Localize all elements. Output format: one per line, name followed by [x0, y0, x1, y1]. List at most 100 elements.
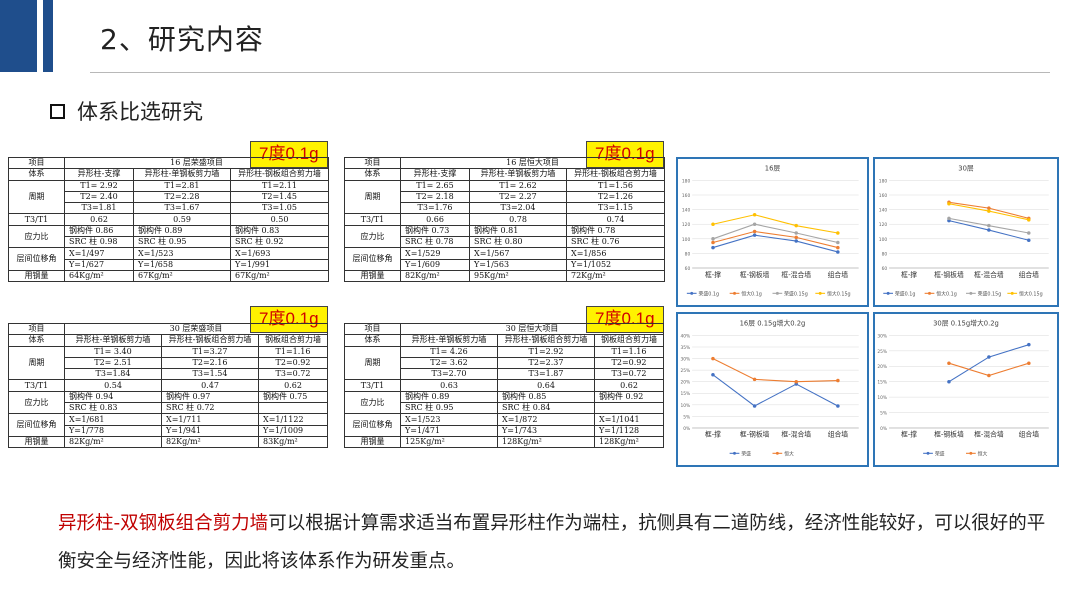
table-row: 周期 T1= 3.40 T1=3.27 T1=1.16: [8, 345, 328, 381]
table-30f-rongsheng: 项目 30 层荣盛项目 体系 异形柱-单钢板剪力墙 异形柱-钢板组合剪力墙 钢板组合剪力墙…: [8, 322, 328, 449]
y-tick-label: 120: [682, 222, 691, 228]
legend-marker: [818, 291, 822, 295]
table-cell: X=1/711: [161, 413, 259, 426]
data-point: [711, 373, 715, 377]
system-header: 异形柱-钢板组合剪力墙: [566, 168, 665, 181]
data-point: [752, 229, 757, 234]
row-header: 应力比: [8, 390, 65, 415]
table-cell: T2=2.28: [133, 190, 231, 204]
table-cell: X=1/1041: [594, 413, 664, 426]
table-cell: 钢构件 0.81: [469, 224, 567, 238]
table-cell: T2=0.92: [594, 356, 664, 370]
table-row: T3/T1 0.54 0.47 0.62: [8, 379, 328, 392]
table-cell: T2=2.37: [497, 356, 595, 370]
table-row: Y=1/627 Y=1/658 Y=1/991: [9, 258, 329, 271]
table-cell: T2=0.92: [258, 356, 328, 370]
data-point: [752, 404, 757, 408]
data-point: [711, 222, 715, 226]
table-cell: Y=1/1052: [566, 258, 665, 271]
table-cell: T3=1.87: [497, 368, 595, 381]
chart-title: 30层: [958, 165, 974, 173]
table-cell: Y=1/1128: [594, 424, 664, 437]
table-row: 应力比 钢构件 0.94 钢构件 0.97 钢构件 0.75: [8, 390, 328, 415]
row-header: T3/T1: [8, 379, 65, 392]
row-header: 项目: [344, 322, 401, 336]
data-point: [947, 216, 951, 221]
data-point: [836, 245, 840, 250]
legend-label: 荣盛0.15g: [784, 290, 808, 297]
table-cell: T3=1.15: [566, 202, 665, 215]
table-row: 体系 异形柱-支撑 异形柱-单钢板剪力墙 异形柱-钢板组合剪力墙: [8, 168, 329, 181]
x-tick-label: 组合墙: [828, 430, 849, 439]
table-cell: 钢构件 0.75: [258, 390, 328, 404]
system-header: 钢板组合剪力墙: [594, 334, 664, 347]
table-cell: 128Kg/m²: [594, 435, 664, 449]
table-row: T3/T1 0.62 0.59 0.50: [8, 213, 329, 226]
table-row: 周期 T1= 4.26 T1=2.92 T1=1.16: [344, 345, 664, 381]
table-cell: T1=1.56: [566, 179, 665, 192]
table-row: 项目 16 层恒大项目: [344, 156, 665, 170]
data-point: [836, 378, 840, 383]
comparison-table: 项目 30 层荣盛项目 体系 异形柱-单钢板剪力墙 异形柱-钢板组合剪力墙 钢板组合剪力墙…: [8, 322, 328, 449]
table-row: 应力比 钢构件 0.73 钢构件 0.81 钢构件 0.78: [344, 224, 665, 249]
series-line: [712, 223, 838, 244]
data-point: [987, 223, 991, 228]
table-cell: SRC 柱 0.78: [400, 236, 470, 249]
table-cell: T1=1.16: [258, 345, 328, 358]
table-cell: T1=2.11: [230, 179, 329, 192]
table-cell: 0.74: [566, 213, 665, 226]
legend-marker: [690, 291, 694, 295]
table-cell: T3=1.84: [64, 368, 162, 381]
table-cell: 0.64: [497, 379, 595, 392]
legend-marker: [1010, 291, 1014, 295]
table-cell: T3=1.81: [64, 202, 134, 215]
system-header: 异形柱-单钢板剪力墙: [400, 334, 498, 347]
table-cell: T1= 2.65: [400, 179, 470, 192]
table-cell: SRC 柱 0.95: [400, 402, 498, 415]
table-cell: T1=2.92: [497, 345, 595, 358]
table-row: T2= 2.40 T2=2.28 T2=1.45: [9, 190, 329, 204]
table-cell: Y=1/471: [400, 424, 498, 437]
table-cell: 0.66: [400, 213, 470, 226]
table-cell: T2=2.16: [161, 356, 259, 370]
table-cell: X=1/693: [230, 247, 329, 260]
table-cell: 67Kg/m²: [230, 269, 329, 283]
table-cell: X=1/529: [400, 247, 470, 260]
table-cell: SRC 柱 0.80: [469, 236, 567, 249]
row-header: 周期: [8, 345, 65, 381]
chart-16f: 16层 60 80 100 120 140 160 180 框-撑 框-钢板墙 框-混合墙 组合墙 荣盛…: [676, 157, 869, 307]
table-row: 周期 T1= 2.65 T1= 2.62 T1=1.56: [344, 179, 665, 215]
table-cell: 83Kg/m²: [258, 435, 328, 449]
data-point: [1027, 218, 1031, 222]
table-cell: 钢构件 0.97: [161, 390, 259, 404]
table-cell: SRC 柱 0.84: [497, 402, 595, 415]
table-row: 用钢量 125Kg/m² 128Kg/m² 128Kg/m²: [344, 435, 664, 449]
comparison-table: 项目 30 层恒大项目 体系 异形柱-单钢板剪力墙 异形柱-钢板组合剪力墙 钢板组合剪力墙…: [344, 322, 664, 449]
data-point: [987, 209, 991, 213]
table-row: T3=1.84 T3=1.54 T3=0.72: [9, 368, 328, 381]
table-title: 16 层荣盛项目: [64, 156, 329, 170]
data-point: [836, 231, 840, 235]
data-point: [1027, 231, 1031, 235]
row-header: 体系: [8, 168, 65, 181]
table-30f-hengda: 项目 30 层恒大项目 体系 异形柱-单钢板剪力墙 异形柱-钢板组合剪力墙 钢板组合剪力墙…: [344, 322, 664, 449]
table-cell: 0.59: [133, 213, 231, 226]
comparison-table: 项目 16 层荣盛项目 体系 异形柱-支撑 异形柱-单钢板剪力墙 异形柱-钢板组合剪力墙周…: [8, 156, 329, 283]
y-tick-label: 160: [682, 193, 691, 199]
table-row: 项目 30 层荣盛项目: [8, 322, 328, 336]
comparison-table: 项目 16 层恒大项目 体系 异形柱-支撑 异形柱-单钢板剪力墙 异形柱-钢板组合剪力墙周…: [344, 156, 665, 283]
system-header: 异形柱-单钢板剪力墙: [469, 168, 567, 181]
table-cell: X=1/681: [64, 413, 162, 426]
x-tick-label: 框-钢板墙: [934, 430, 964, 439]
table-cell: T2= 2.40: [64, 190, 134, 204]
data-point: [711, 356, 715, 361]
x-tick-label: 框-钢板墙: [934, 270, 964, 279]
x-tick-label: 框-撑: [705, 430, 721, 439]
table-row: 体系 异形柱-支撑 异形柱-单钢板剪力墙 异形柱-钢板组合剪力墙: [344, 168, 665, 181]
table-cell: 0.63: [400, 379, 498, 392]
chart-16f-increase: 16层 0.15g增大0.2g 0% 5% 10% 15% 20% 25% 30% 35% 40%…: [676, 312, 869, 467]
legend-label: 恒大: [978, 450, 988, 457]
row-header: 应力比: [8, 224, 65, 249]
y-tick-label: 25%: [877, 349, 887, 355]
x-tick-label: 组合墙: [828, 270, 849, 279]
